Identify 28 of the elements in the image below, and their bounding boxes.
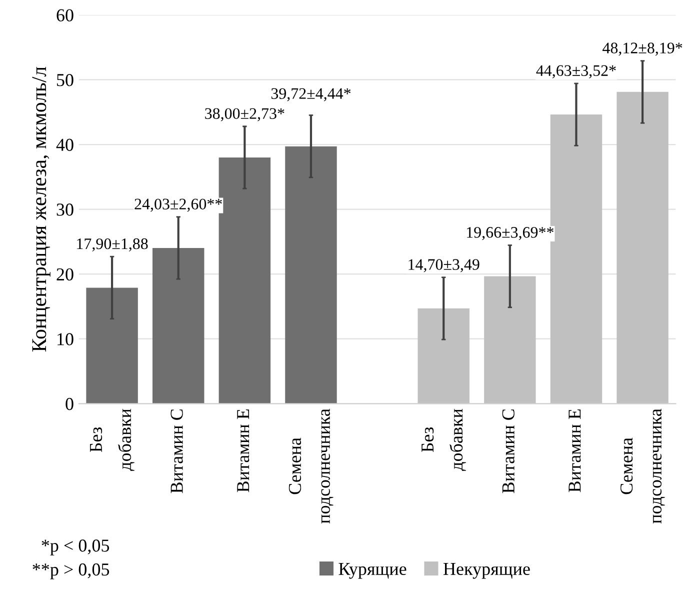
- y-tick-label: 10: [58, 333, 74, 346]
- x-tick-label: Витамин С: [170, 410, 183, 494]
- y-tick-label: 30: [56, 204, 74, 216]
- y-tick-label: 20: [56, 268, 74, 281]
- x-tick-label: Семена подсолнечника: [288, 408, 334, 524]
- data-label: 19,66±3,69**: [467, 227, 554, 240]
- x-tick-label: Без добавки: [422, 408, 466, 471]
- x-tick-label: Витамин С: [502, 410, 514, 494]
- x-tick-label: Семена подсолнечника: [620, 408, 665, 524]
- y-tick-label: 50: [57, 74, 74, 86]
- data-label: 39,72±4,44*: [271, 88, 351, 102]
- y-tick-label: 40: [56, 138, 74, 151]
- data-label: 14,70±3,49: [408, 259, 480, 272]
- y-tick-label: 60: [56, 9, 74, 22]
- x-tick-label: Без добавки: [90, 408, 134, 471]
- legend-label: Некурящие: [443, 563, 530, 579]
- legend-label: Курящие: [338, 563, 406, 579]
- y-axis-title: Концентрация железа, мкмоль/л: [32, 66, 50, 352]
- data-label: 44,63±3,52*: [536, 65, 616, 78]
- text: *p < 0,05: [42, 540, 110, 556]
- text: **p > 0,05: [32, 563, 110, 580]
- y-tick-label: 0: [66, 398, 74, 410]
- x-tick-label: Витамин Е: [568, 409, 581, 492]
- x-tick-label: Витамин Е: [237, 409, 250, 492]
- data-label: 24,03±2,60**: [134, 198, 222, 212]
- data-label: 17,90±1,88: [77, 238, 148, 252]
- data-label: 38,00±2,73*: [205, 108, 284, 122]
- data-label: 48,12±8,19*: [602, 42, 682, 56]
